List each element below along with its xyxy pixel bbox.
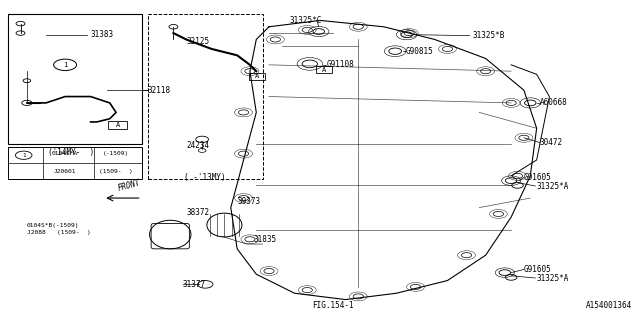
Text: 31383: 31383 xyxy=(91,30,114,39)
Text: 31377: 31377 xyxy=(183,280,206,289)
Text: 1: 1 xyxy=(22,153,26,158)
Text: 32125: 32125 xyxy=(186,36,209,45)
Text: (1509-  ): (1509- ) xyxy=(99,169,133,174)
Text: FIG.154-1: FIG.154-1 xyxy=(312,301,353,310)
Bar xyxy=(8,14,141,144)
Bar xyxy=(8,147,141,179)
Text: 30472: 30472 xyxy=(540,138,563,147)
Text: 31325*B: 31325*B xyxy=(473,31,506,40)
Text: A: A xyxy=(116,122,120,128)
Text: 1: 1 xyxy=(63,62,67,68)
Text: 31835: 31835 xyxy=(253,236,276,244)
Text: 0104S*B(-1509): 0104S*B(-1509) xyxy=(27,222,79,228)
Bar xyxy=(148,14,262,179)
Text: ('14MY-  ): ('14MY- ) xyxy=(49,148,95,156)
Text: G91605: G91605 xyxy=(524,173,552,182)
Text: FRONT: FRONT xyxy=(116,179,141,193)
Text: G90815: G90815 xyxy=(406,47,434,56)
Text: 24234: 24234 xyxy=(186,141,209,150)
Text: 32118: 32118 xyxy=(148,86,171,95)
Text: A: A xyxy=(322,67,326,73)
Text: (-1509): (-1509) xyxy=(103,151,129,156)
Text: J2088   (1509-  ): J2088 (1509- ) xyxy=(27,230,91,236)
Text: ( -'13MY): ( -'13MY) xyxy=(184,173,226,182)
Text: 31325*C: 31325*C xyxy=(289,16,322,25)
Text: J20601: J20601 xyxy=(54,169,76,174)
Text: 31325*A: 31325*A xyxy=(537,274,569,283)
Text: G91108: G91108 xyxy=(326,60,354,69)
Text: 39373: 39373 xyxy=(237,197,260,206)
Text: 38372: 38372 xyxy=(186,208,209,217)
Text: G91605: G91605 xyxy=(524,265,552,274)
Text: A: A xyxy=(255,73,259,79)
Text: A154001364: A154001364 xyxy=(586,301,632,310)
Text: 0104S*A: 0104S*A xyxy=(52,151,78,156)
Text: A60668: A60668 xyxy=(540,99,568,108)
Text: 31325*A: 31325*A xyxy=(537,181,569,190)
